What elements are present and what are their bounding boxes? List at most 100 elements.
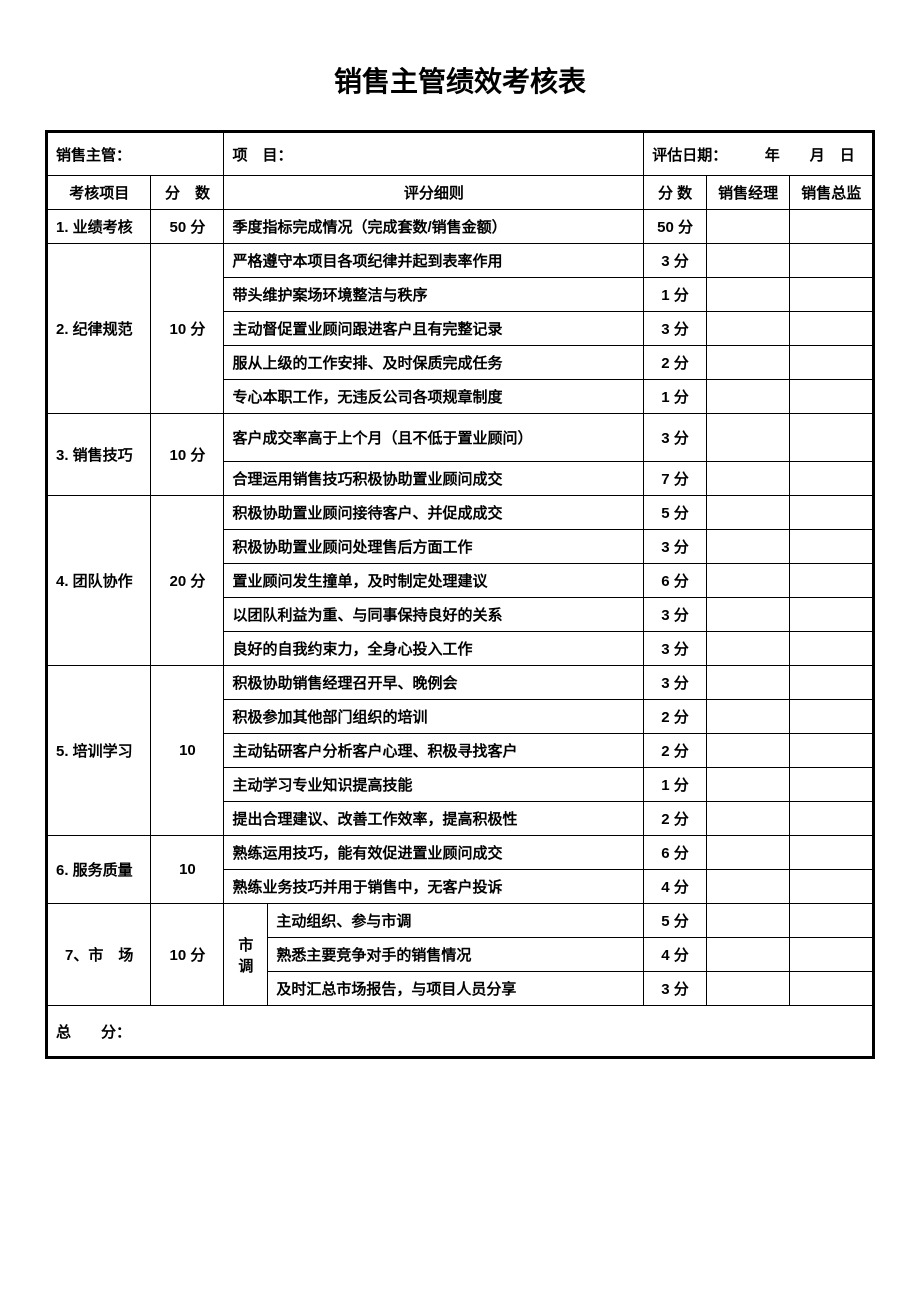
project-label: 项 目： [224, 132, 644, 176]
header-info-row: 销售主管： 项 目： 评估日期： 年 月 日 [47, 132, 874, 176]
detail-cell: 主动督促置业顾问跟进客户且有完整记录 [224, 312, 644, 346]
manager-cell[interactable] [706, 870, 790, 904]
director-cell[interactable] [790, 768, 874, 802]
manager-cell[interactable] [706, 734, 790, 768]
col-score: 分 数 [151, 176, 224, 210]
col-points: 分 数 [644, 176, 707, 210]
manager-cell[interactable] [706, 836, 790, 870]
col-manager: 销售经理 [706, 176, 790, 210]
page-title: 销售主管绩效考核表 [45, 60, 875, 100]
manager-cell[interactable] [706, 380, 790, 414]
detail-cell: 带头维护案场环境整洁与秩序 [224, 278, 644, 312]
points-cell: 2 分 [644, 734, 707, 768]
manager-cell[interactable] [706, 496, 790, 530]
points-cell: 5 分 [644, 904, 707, 938]
manager-cell[interactable] [706, 414, 790, 462]
category-cell: 4. 团队协作 [47, 496, 151, 666]
points-cell: 3 分 [644, 244, 707, 278]
director-cell[interactable] [790, 700, 874, 734]
director-cell[interactable] [790, 278, 874, 312]
manager-cell[interactable] [706, 972, 790, 1006]
points-cell: 1 分 [644, 380, 707, 414]
detail-cell: 及时汇总市场报告，与项目人员分享 [268, 972, 644, 1006]
points-cell: 3 分 [644, 632, 707, 666]
evaluation-table: 销售主管： 项 目： 评估日期： 年 月 日 考核项目 分 数 评分细则 分 数… [45, 130, 875, 1059]
manager-cell[interactable] [706, 346, 790, 380]
points-cell: 2 分 [644, 346, 707, 380]
detail-cell: 以团队利益为重、与同事保持良好的关系 [224, 598, 644, 632]
director-cell[interactable] [790, 210, 874, 244]
points-cell: 4 分 [644, 870, 707, 904]
manager-cell[interactable] [706, 700, 790, 734]
detail-cell: 提出合理建议、改善工作效率，提高积极性 [224, 802, 644, 836]
manager-cell[interactable] [706, 462, 790, 496]
director-cell[interactable] [790, 598, 874, 632]
score-cell: 50 分 [151, 210, 224, 244]
category-cell: 5. 培训学习 [47, 666, 151, 836]
points-cell: 2 分 [644, 802, 707, 836]
category-cell: 6. 服务质量 [47, 836, 151, 904]
total-row: 总 分： [47, 1006, 874, 1058]
points-cell: 7 分 [644, 462, 707, 496]
director-cell[interactable] [790, 312, 874, 346]
manager-cell[interactable] [706, 666, 790, 700]
column-header-row: 考核项目 分 数 评分细则 分 数 销售经理 销售总监 [47, 176, 874, 210]
manager-cell[interactable] [706, 564, 790, 598]
points-cell: 6 分 [644, 836, 707, 870]
detail-cell: 积极参加其他部门组织的培训 [224, 700, 644, 734]
director-cell[interactable] [790, 632, 874, 666]
director-cell[interactable] [790, 938, 874, 972]
manager-cell[interactable] [706, 632, 790, 666]
manager-cell[interactable] [706, 768, 790, 802]
score-cell: 20 分 [151, 496, 224, 666]
manager-cell[interactable] [706, 530, 790, 564]
director-cell[interactable] [790, 414, 874, 462]
table-row: 2. 纪律规范 10 分 严格遵守本项目各项纪律并起到表率作用 3 分 [47, 244, 874, 278]
points-cell: 1 分 [644, 768, 707, 802]
director-cell[interactable] [790, 836, 874, 870]
category-cell: 1. 业绩考核 [47, 210, 151, 244]
manager-cell[interactable] [706, 278, 790, 312]
category-cell: 3. 销售技巧 [47, 414, 151, 496]
director-cell[interactable] [790, 380, 874, 414]
points-cell: 3 分 [644, 666, 707, 700]
manager-cell[interactable] [706, 938, 790, 972]
points-cell: 50 分 [644, 210, 707, 244]
col-director: 销售总监 [790, 176, 874, 210]
table-row: 3. 销售技巧 10 分 客户成交率高于上个月（且不低于置业顾问） 3 分 [47, 414, 874, 462]
manager-cell[interactable] [706, 904, 790, 938]
detail-cell: 熟悉主要竞争对手的销售情况 [268, 938, 644, 972]
detail-cell: 主动组织、参与市调 [268, 904, 644, 938]
director-cell[interactable] [790, 870, 874, 904]
manager-cell[interactable] [706, 210, 790, 244]
manager-cell[interactable] [706, 312, 790, 346]
director-cell[interactable] [790, 972, 874, 1006]
manager-cell[interactable] [706, 802, 790, 836]
director-cell[interactable] [790, 346, 874, 380]
director-cell[interactable] [790, 802, 874, 836]
detail-cell: 积极协助置业顾问处理售后方面工作 [224, 530, 644, 564]
director-cell[interactable] [790, 564, 874, 598]
director-cell[interactable] [790, 244, 874, 278]
detail-cell: 良好的自我约束力，全身心投入工作 [224, 632, 644, 666]
points-cell: 3 分 [644, 598, 707, 632]
manager-cell[interactable] [706, 598, 790, 632]
detail-cell: 合理运用销售技巧积极协助置业顾问成交 [224, 462, 644, 496]
subcategory-cell: 市调 [224, 904, 268, 1006]
detail-cell: 主动学习专业知识提高技能 [224, 768, 644, 802]
detail-cell: 客户成交率高于上个月（且不低于置业顾问） [224, 414, 644, 462]
director-cell[interactable] [790, 530, 874, 564]
points-cell: 3 分 [644, 972, 707, 1006]
detail-cell: 积极协助销售经理召开早、晚例会 [224, 666, 644, 700]
director-cell[interactable] [790, 666, 874, 700]
director-cell[interactable] [790, 462, 874, 496]
points-cell: 3 分 [644, 414, 707, 462]
director-cell[interactable] [790, 904, 874, 938]
detail-cell: 熟练业务技巧并用于销售中，无客户投诉 [224, 870, 644, 904]
director-cell[interactable] [790, 734, 874, 768]
manager-cell[interactable] [706, 244, 790, 278]
director-cell[interactable] [790, 496, 874, 530]
category-cell: 7、市 场 [47, 904, 151, 1006]
detail-cell: 服从上级的工作安排、及时保质完成任务 [224, 346, 644, 380]
category-cell: 2. 纪律规范 [47, 244, 151, 414]
